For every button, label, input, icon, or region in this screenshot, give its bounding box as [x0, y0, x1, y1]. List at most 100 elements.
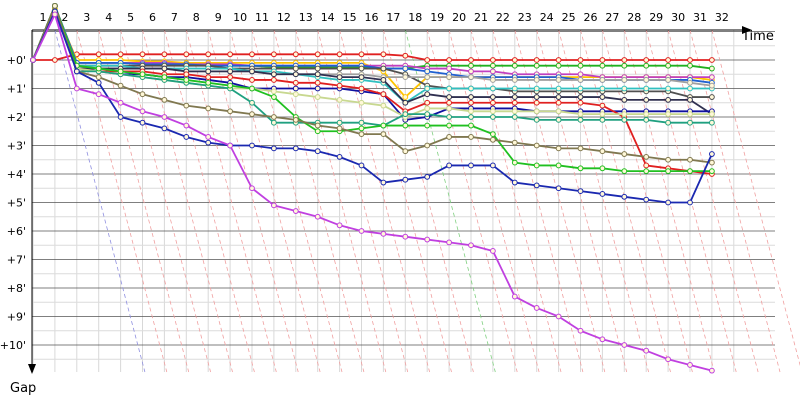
- data-point: [599, 191, 606, 197]
- data-point: [227, 51, 234, 58]
- data-point: [490, 94, 496, 100]
- data-point: [665, 62, 671, 69]
- data-point: [271, 119, 277, 126]
- data-point: [139, 71, 146, 78]
- data-point: [577, 165, 584, 172]
- data-point: [555, 185, 562, 192]
- data-point: [139, 91, 146, 98]
- x-tick-label: 2: [61, 11, 68, 24]
- series-1: [30, 51, 715, 63]
- data-point: [599, 57, 606, 63]
- data-point: [621, 85, 628, 92]
- data-point: [511, 179, 518, 186]
- data-point: [709, 94, 715, 100]
- x-tick-label: 18: [408, 11, 422, 24]
- data-point: [555, 62, 562, 69]
- series: [30, 2, 715, 374]
- x-tick-label: 28: [627, 11, 641, 24]
- data-point: [52, 11, 58, 18]
- x-tick-label: 22: [496, 11, 510, 24]
- data-point: [687, 111, 693, 118]
- data-point: [139, 119, 146, 126]
- data-point: [555, 116, 562, 123]
- guide-line: [689, 29, 781, 373]
- data-point: [555, 108, 562, 115]
- data-point: [271, 71, 277, 78]
- data-point: [161, 65, 168, 72]
- data-point: [314, 213, 321, 220]
- data-point: [709, 57, 715, 63]
- x-tick-label: 23: [518, 11, 532, 24]
- guide-line: [54, 29, 146, 373]
- data-point: [687, 79, 693, 86]
- data-point: [336, 51, 343, 58]
- data-point: [183, 77, 190, 83]
- data-point: [511, 85, 518, 92]
- data-point: [468, 134, 474, 140]
- data-point: [336, 74, 343, 80]
- data-point: [490, 68, 496, 75]
- guide-line: [711, 29, 800, 367]
- data-point: [52, 57, 58, 63]
- data-point: [665, 356, 671, 363]
- guide-line: [383, 29, 474, 373]
- x-tick-label: 11: [255, 11, 269, 24]
- data-point: [643, 347, 650, 354]
- data-point: [446, 114, 453, 120]
- data-point: [643, 196, 650, 203]
- data-point: [577, 99, 584, 106]
- series-line: [32, 4, 712, 127]
- data-point: [643, 116, 650, 123]
- data-point: [621, 57, 628, 63]
- data-point: [577, 62, 584, 69]
- data-point: [490, 62, 496, 69]
- data-point: [402, 111, 409, 118]
- data-point: [380, 179, 387, 186]
- data-point: [314, 148, 321, 155]
- x-tick-label: 5: [127, 11, 134, 24]
- x-tick-label: 20: [452, 11, 466, 24]
- data-point: [227, 74, 234, 80]
- data-point: [271, 114, 277, 120]
- data-point: [183, 51, 190, 58]
- data-point: [205, 134, 212, 140]
- data-point: [446, 239, 453, 246]
- data-point: [621, 151, 628, 157]
- data-point: [95, 79, 102, 86]
- x-tick-label: 30: [671, 11, 685, 24]
- data-point: [599, 336, 606, 343]
- data-point: [358, 85, 365, 92]
- data-point: [402, 65, 409, 72]
- data-point: [643, 162, 650, 169]
- data-point: [599, 116, 606, 123]
- guide-line: [426, 29, 518, 373]
- data-point: [424, 142, 431, 149]
- data-point: [490, 248, 496, 254]
- x-tick-label: 6: [149, 11, 156, 24]
- guide-line: [164, 29, 255, 373]
- x-tick-label: 15: [343, 11, 357, 24]
- data-point: [446, 57, 453, 63]
- data-point: [249, 85, 255, 92]
- data-point: [161, 74, 168, 80]
- y-tick-label: +1': [7, 83, 26, 96]
- guide-line: [558, 29, 649, 373]
- guide-line: [514, 29, 606, 373]
- data-point: [665, 77, 671, 83]
- data-point: [468, 114, 474, 120]
- data-point: [511, 77, 518, 83]
- data-point: [314, 128, 321, 135]
- data-point: [643, 168, 650, 175]
- data-point: [621, 116, 628, 123]
- data-point: [227, 68, 234, 75]
- data-point: [358, 99, 365, 106]
- data-point: [665, 97, 671, 103]
- data-point: [533, 142, 540, 149]
- data-point: [511, 159, 518, 166]
- data-point: [314, 79, 321, 86]
- data-point: [292, 85, 299, 92]
- guide-line: [667, 29, 759, 373]
- data-point: [490, 162, 496, 169]
- data-point: [249, 77, 255, 83]
- series-16: [30, 8, 715, 206]
